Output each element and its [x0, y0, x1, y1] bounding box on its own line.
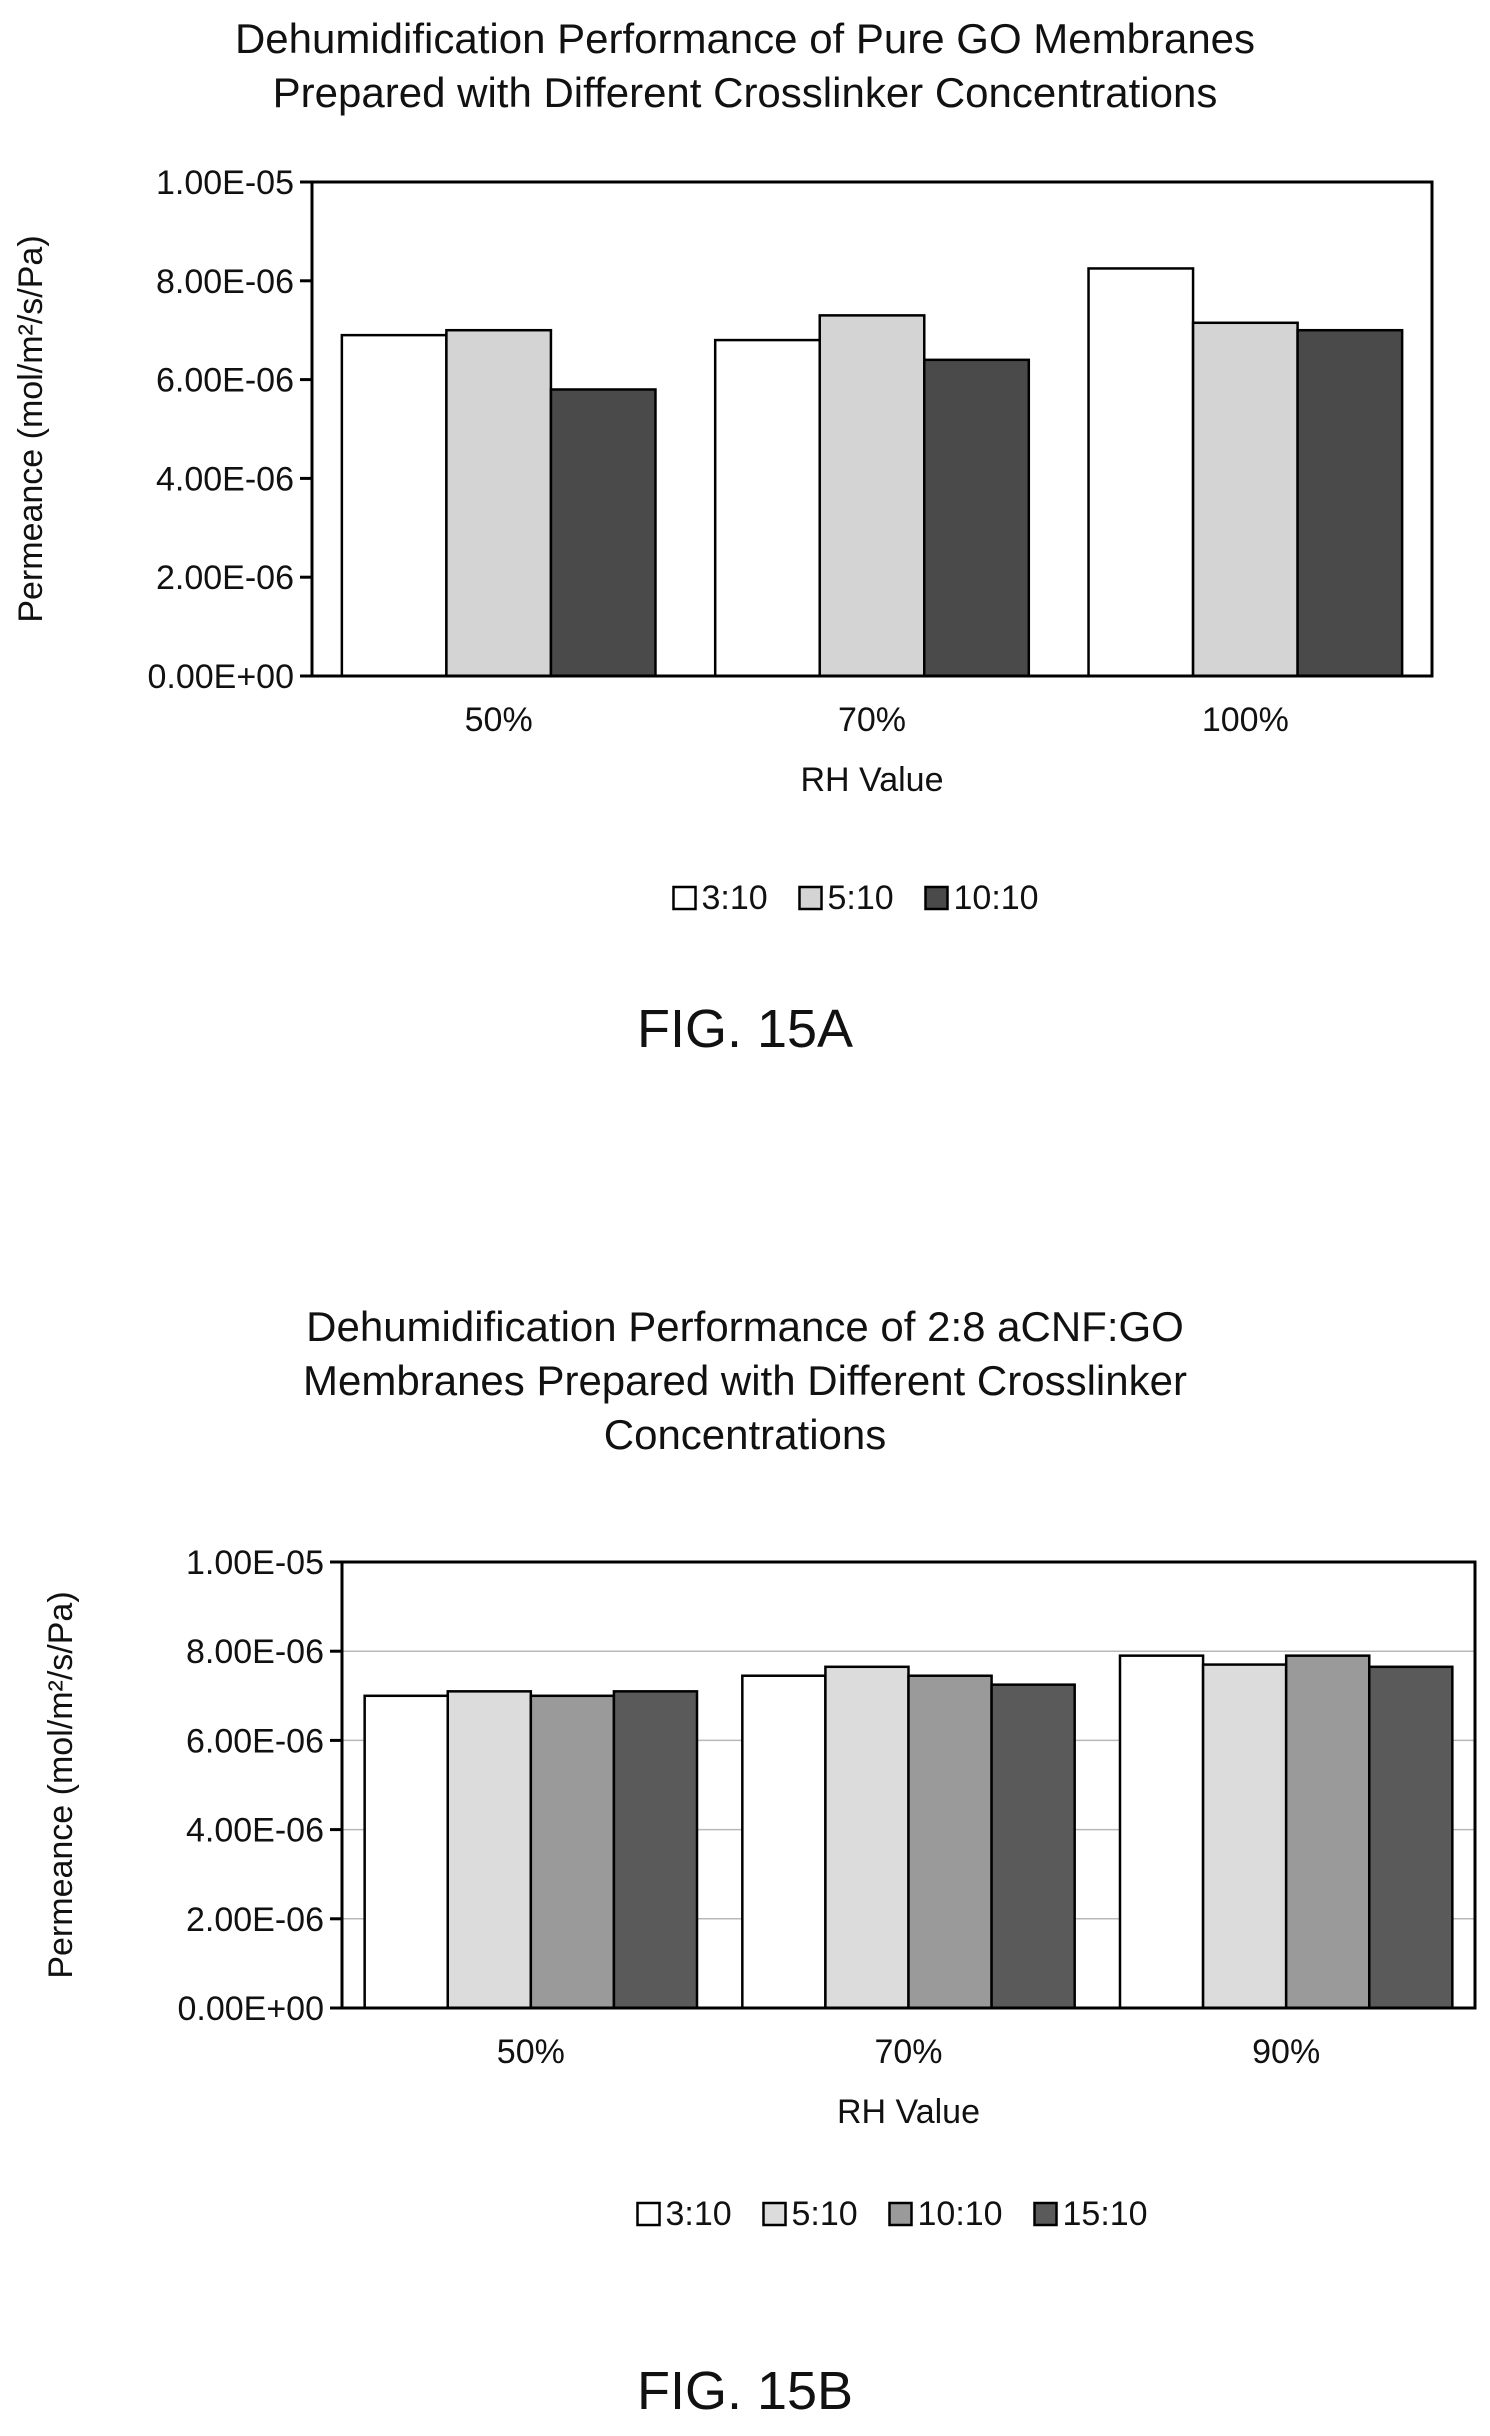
- legend-label: 3:10: [666, 2195, 732, 2233]
- bar: [818, 314, 926, 678]
- chart-title-line: Dehumidification Performance of Pure GO …: [234, 15, 1256, 62]
- legend-label: 3:10: [702, 879, 768, 917]
- bar: [363, 1694, 449, 2010]
- y-tick-label: 6.00E-06: [186, 1722, 324, 1760]
- chart-title: Dehumidification Performance of Pure GO …: [0, 12, 1490, 120]
- bar: [713, 338, 821, 678]
- y-tick-label: 4.00E-06: [186, 1812, 324, 1850]
- bar: [1296, 328, 1404, 678]
- bar: [1368, 1665, 1454, 2010]
- legend: 3:10 5:10 10:10 15:10: [636, 2195, 1148, 2233]
- x-tick-label: 50%: [497, 2033, 565, 2071]
- y-tick-label: 1.00E-05: [186, 1544, 324, 1582]
- bar: [990, 1683, 1076, 2010]
- x-tick-label: 100%: [1202, 701, 1289, 739]
- chart-title-line: Membranes Prepared with Different Crossl…: [303, 1357, 1187, 1404]
- bar-chart: 0.00E+00 2.00E-06 4.00E-06 6.00E-06 8.00E-06…: [42, 1544, 1477, 2233]
- x-axis-label: RH Value: [837, 2093, 980, 2131]
- bar: [907, 1674, 993, 2010]
- x-tick-label: 50%: [465, 701, 533, 739]
- bar: [1118, 1654, 1205, 2010]
- y-tick-label: 1.00E-05: [156, 164, 294, 202]
- x-tick-label: 70%: [874, 2033, 942, 2071]
- legend-swatch: [672, 885, 697, 911]
- figure-caption: FIG. 15B: [636, 2361, 854, 2421]
- figure-15b: Dehumidification Performance of 2:8 aCNF…: [0, 1280, 1490, 2436]
- y-tick-label: 8.00E-06: [186, 1633, 324, 1671]
- bar: [340, 333, 448, 678]
- legend-swatch: [798, 885, 823, 911]
- plot-frame: [340, 1560, 1477, 2010]
- bar: [1284, 1654, 1371, 2010]
- bar: [741, 1674, 827, 2010]
- legend-label: 10:10: [954, 879, 1039, 917]
- y-tick-label: 2.00E-06: [186, 1901, 324, 1939]
- legend-label: 10:10: [918, 2195, 1003, 2233]
- legend-label: 5:10: [828, 879, 894, 917]
- y-tick-label: 6.00E-06: [156, 362, 294, 400]
- y-axis-label: Permeance (mol/m²/s/Pa): [12, 235, 50, 622]
- chart-title-line: Concentrations: [603, 1411, 887, 1458]
- legend-label: 5:10: [792, 2195, 858, 2233]
- bar-chart: 0.00E+00 2.00E-06 4.00E-06 6.00E-06 8.00E-06…: [12, 164, 1434, 917]
- bar: [612, 1690, 699, 2010]
- bar: [824, 1665, 910, 2010]
- bar: [1191, 321, 1299, 678]
- y-tick-label: 2.00E-06: [156, 559, 294, 597]
- y-axis-label: Permeance (mol/m²/s/Pa): [42, 1591, 80, 1978]
- chart-title-line: Dehumidification Performance of 2:8 aCNF…: [306, 1303, 1184, 1350]
- x-axis-label: RH Value: [801, 761, 944, 799]
- legend-swatch: [1033, 2201, 1058, 2227]
- figure-15a: Dehumidification Performance of Pure GO …: [0, 0, 1490, 1110]
- plot-frame: [310, 180, 1434, 678]
- bar: [549, 388, 657, 678]
- bar: [446, 1690, 533, 2010]
- x-tick-label: 90%: [1252, 2033, 1320, 2071]
- bar: [1087, 267, 1195, 678]
- legend-label: 15:10: [1063, 2195, 1148, 2233]
- chart-title-line: Prepared with Different Crosslinker Conc…: [272, 69, 1218, 116]
- figure-caption: FIG. 15A: [636, 999, 854, 1059]
- legend-swatch: [762, 2201, 787, 2227]
- x-tick-label: 70%: [838, 701, 906, 739]
- legend-swatch: [888, 2201, 913, 2227]
- legend-swatch: [636, 2201, 661, 2227]
- y-tick-label: 4.00E-06: [156, 460, 294, 498]
- y-tick-label: 0.00E+00: [177, 1990, 324, 2028]
- y-tick-label: 8.00E-06: [156, 263, 294, 301]
- bar: [529, 1694, 616, 2010]
- bar: [923, 358, 1031, 678]
- y-tick-label: 0.00E+00: [147, 658, 294, 696]
- bar: [445, 328, 553, 678]
- legend: 3:10 5:10 10:10: [672, 879, 1039, 917]
- bar: [1201, 1663, 1288, 2010]
- legend-swatch: [924, 885, 949, 911]
- chart-title: Dehumidification Performance of 2:8 aCNF…: [0, 1300, 1490, 1462]
